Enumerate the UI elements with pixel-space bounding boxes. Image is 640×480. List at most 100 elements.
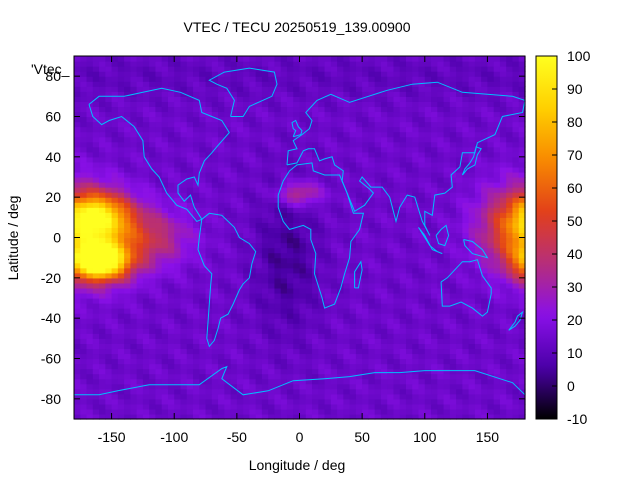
heatmap-cell <box>149 328 157 334</box>
heatmap-cell <box>261 348 269 355</box>
heatmap-cell <box>293 313 301 319</box>
heatmap-cell <box>468 267 476 274</box>
heatmap-cell <box>443 146 451 153</box>
heatmap-cell <box>424 368 432 375</box>
heatmap-cell <box>274 262 282 269</box>
heatmap-cell <box>268 242 276 249</box>
heatmap-cell <box>193 76 200 82</box>
heatmap-cell <box>167 267 175 274</box>
heatmap-cell <box>324 222 332 229</box>
heatmap-cell <box>474 91 482 97</box>
heatmap-cell <box>180 393 188 400</box>
heatmap-cell <box>443 267 451 274</box>
heatmap-cell <box>380 156 388 163</box>
heatmap-cell <box>462 252 470 259</box>
heatmap-cell <box>236 217 244 223</box>
heatmap-cell <box>286 303 294 309</box>
heatmap-cell <box>236 348 244 355</box>
heatmap-cell <box>142 363 150 370</box>
heatmap-cell <box>92 76 100 82</box>
heatmap-cell <box>499 398 507 405</box>
heatmap-cell <box>243 272 250 279</box>
heatmap-cell <box>80 232 88 239</box>
heatmap-cell <box>174 156 182 163</box>
heatmap-cell <box>255 212 263 218</box>
heatmap-cell <box>280 182 288 188</box>
heatmap-cell <box>280 146 288 153</box>
heatmap-cell <box>268 318 276 324</box>
heatmap-cell <box>493 408 501 415</box>
heatmap-cell <box>449 222 457 229</box>
heatmap-cell <box>456 393 463 400</box>
heatmap-cell <box>493 282 501 289</box>
heatmap-cell <box>180 333 188 339</box>
heatmap-cell <box>286 358 294 365</box>
heatmap-cell <box>456 348 463 355</box>
heatmap-cell <box>224 247 232 254</box>
heatmap-cell <box>117 353 125 360</box>
heatmap-cell <box>418 91 426 97</box>
heatmap-cell <box>337 121 344 128</box>
heatmap-cell <box>443 91 451 97</box>
heatmap-cell <box>99 403 106 410</box>
heatmap-cell <box>349 343 357 350</box>
heatmap-cell <box>499 232 507 239</box>
heatmap-cell <box>474 116 482 123</box>
heatmap-cell <box>249 136 257 143</box>
heatmap-cell <box>312 76 319 82</box>
heatmap-cell <box>418 151 426 158</box>
heatmap-cell <box>324 161 332 168</box>
heatmap-cell <box>255 71 263 77</box>
heatmap-cell <box>512 277 520 284</box>
heatmap-cell <box>230 237 238 244</box>
heatmap-cell <box>243 287 250 294</box>
heatmap-cell <box>230 282 238 289</box>
heatmap-cell <box>493 247 501 254</box>
heatmap-cell <box>418 96 426 102</box>
heatmap-cell <box>324 96 332 102</box>
heatmap-cell <box>499 287 507 294</box>
heatmap-cell <box>261 141 269 148</box>
heatmap-cell <box>462 323 470 329</box>
heatmap-cell <box>74 71 81 77</box>
heatmap-cell <box>499 358 507 365</box>
heatmap-cell <box>180 323 188 329</box>
heatmap-cell <box>318 177 326 183</box>
heatmap-cell <box>493 303 501 309</box>
heatmap-cell <box>199 313 207 319</box>
heatmap-cell <box>230 333 238 339</box>
heatmap-cell <box>343 232 351 239</box>
heatmap-cell <box>161 358 169 365</box>
heatmap-cell <box>337 146 344 153</box>
heatmap-cell <box>286 111 294 118</box>
heatmap-cell <box>186 413 194 420</box>
heatmap-cell <box>343 393 351 400</box>
heatmap-cell <box>193 217 200 223</box>
heatmap-cell <box>330 303 338 309</box>
heatmap-cell <box>506 171 514 178</box>
heatmap-cell <box>393 81 401 87</box>
heatmap-cell <box>343 207 351 213</box>
heatmap-cell <box>105 277 113 284</box>
heatmap-cell <box>274 292 282 299</box>
heatmap-cell <box>437 237 445 244</box>
heatmap-cell <box>493 166 501 173</box>
heatmap-cell <box>493 212 501 218</box>
heatmap-cell <box>443 383 451 390</box>
heatmap-cell <box>205 207 213 213</box>
heatmap-cell <box>299 146 307 153</box>
heatmap-cell <box>431 177 438 183</box>
heatmap-cell <box>456 262 463 269</box>
heatmap-cell <box>368 403 376 410</box>
heatmap-cell <box>324 368 332 375</box>
heatmap-cell <box>105 413 113 420</box>
heatmap-cell <box>243 136 250 143</box>
heatmap-cell <box>493 298 501 304</box>
heatmap-cell <box>468 282 476 289</box>
heatmap-cell <box>499 106 507 113</box>
heatmap-cell <box>449 106 457 113</box>
heatmap-cell <box>412 328 420 334</box>
heatmap-cell <box>387 303 395 309</box>
heatmap-cell <box>405 358 413 365</box>
heatmap-cell <box>393 353 401 360</box>
